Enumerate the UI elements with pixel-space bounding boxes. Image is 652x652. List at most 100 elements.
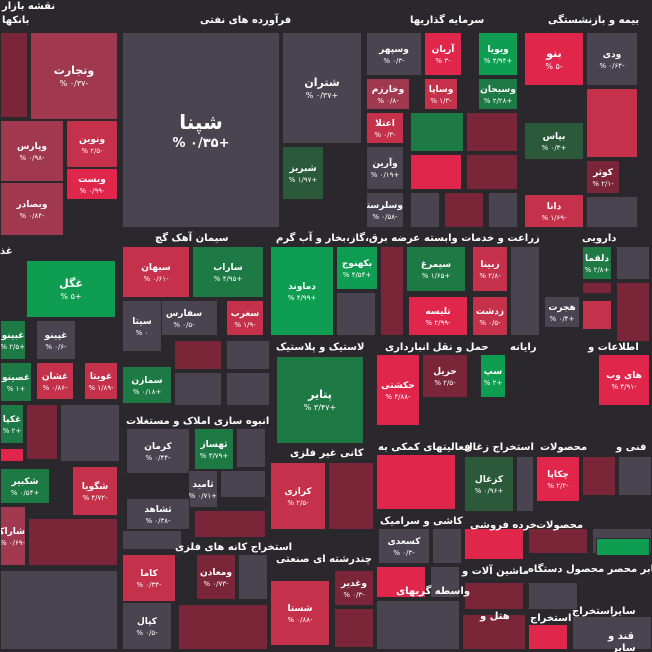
stock-tile[interactable] [516,456,534,512]
stock-tile[interactable]: کرازی -۲/۵ % [270,462,326,530]
stock-tile[interactable]: وغدیر -۰/۳ % [334,570,374,606]
stock-tile[interactable] [60,404,120,462]
stock-tile[interactable]: شگویا -۴/۷۲ % [72,466,118,516]
stock-tile[interactable] [466,112,518,152]
stock-tile[interactable] [0,570,118,650]
stock-tile[interactable] [410,192,440,228]
stock-tile[interactable]: بنو -۵ % [524,32,584,86]
stock-tile[interactable]: اعتلا -۰/۳ % [366,112,404,144]
stock-tile[interactable]: ثشاهد -۰/۳۸ % [126,498,190,530]
stock-tile[interactable]: زدشت -۰/۵ % [472,296,508,336]
stock-tile[interactable] [432,528,462,564]
stock-tile[interactable]: وپارس -۰/۹۸ % [0,120,64,182]
stock-tile[interactable]: های وب -۴/۹۱ % [598,354,650,406]
stock-tile[interactable] [174,372,222,406]
stock-tile[interactable]: کسعدی -۰/۳ % [378,528,430,564]
stock-tile[interactable]: کپال -۰/۵ % [122,602,172,650]
stock-tile[interactable]: کزغال +۰/۹۶ % [464,456,514,512]
stock-tile[interactable]: وبصادر -۰/۸۴ % [0,182,64,236]
stock-tile[interactable]: حریل -۲/۵ % [422,354,468,398]
stock-tile[interactable]: ثهساز +۳/۷۹ % [194,428,234,470]
stock-tile[interactable]: وسپهر -۰/۳ % [366,32,422,76]
stock-tile[interactable]: ویویا +۴/۹۴ % [478,32,518,76]
stock-tile[interactable] [464,528,524,560]
stock-tile[interactable] [380,246,404,336]
stock-tile[interactable]: سیتا ۰ % [122,300,162,352]
stock-tile[interactable]: سیمرغ +۱/۶۵ % [406,246,466,292]
stock-tile[interactable] [410,112,464,152]
stock-tile[interactable] [618,456,652,496]
stock-tile[interactable]: هجرت +۰/۴ % [544,296,580,328]
stock-tile[interactable]: ونوین -۲/۵ % [66,120,118,168]
stock-tile[interactable] [122,530,182,550]
stock-tile[interactable] [528,582,578,610]
stock-tile[interactable]: وبست -۰/۹۹ % [66,168,118,200]
stock-tile[interactable]: غصینو +۱ % [0,362,32,402]
stock-tile[interactable] [236,428,266,468]
stock-tile[interactable]: شبریز +۱/۹۷ % [282,146,324,200]
stock-tile[interactable]: دماوند +۴/۹۹ % [270,246,334,336]
stock-tile[interactable] [238,554,268,600]
stock-tile[interactable]: زبینا -۲/۸ % [472,246,508,292]
stock-tile[interactable]: غویتا -۱/۸۹ % [84,362,118,400]
stock-tile[interactable]: کوثر -۲/۱ % [586,160,620,194]
stock-tile[interactable]: شپنا +۰/۳۵ % [122,32,280,228]
stock-tile[interactable] [336,292,376,336]
stock-tile[interactable] [0,32,28,118]
stock-tile[interactable] [376,600,460,650]
stock-tile[interactable]: سمازن +۰/۱۸ % [122,366,172,404]
stock-tile[interactable] [28,518,118,566]
stock-tile[interactable]: سپ +۲ % [480,354,506,398]
stock-tile[interactable]: غگل +۵ % [26,260,116,318]
stock-tile[interactable]: دانا -۱/۶۹ % [524,194,584,228]
stock-tile[interactable]: وخارزم -۰/۸ % [366,78,410,110]
stock-tile[interactable]: شستا -۰/۸۸ % [270,580,330,646]
stock-tile[interactable] [0,448,24,462]
stock-tile[interactable] [586,88,638,158]
stock-tile[interactable]: شکبیر +۰/۵۴ % [0,468,50,504]
stock-tile[interactable] [596,538,650,556]
stock-tile[interactable] [334,608,374,648]
stock-tile[interactable]: وسبحان +۲/۲۸ % [478,78,518,110]
stock-tile[interactable] [488,192,518,228]
stock-tile[interactable]: وسلرستا -۰/۵۸ % [366,192,404,228]
stock-tile[interactable]: غبینو +۲/۵ % [0,320,26,360]
stock-tile[interactable] [444,192,484,228]
stock-tile[interactable]: کاما -۰/۳۴ % [122,554,176,602]
stock-tile[interactable] [226,372,270,406]
stock-tile[interactable]: ساراب +۴/۹۵ % [192,246,264,298]
stock-tile[interactable] [26,404,58,460]
stock-tile[interactable] [464,582,524,610]
stock-tile[interactable] [616,246,650,280]
stock-tile[interactable]: ثامید +۰/۷۱ % [188,470,218,508]
stock-tile[interactable]: غکپا +۲ % [0,404,24,444]
stock-tile[interactable] [582,456,616,496]
stock-tile[interactable] [466,154,518,190]
stock-tile[interactable] [178,604,268,650]
stock-tile[interactable] [174,340,222,370]
stock-tile[interactable] [376,454,456,510]
stock-tile[interactable]: دلقما +۲/۸ % [582,246,612,280]
stock-tile[interactable] [376,566,426,598]
stock-tile[interactable] [582,282,612,294]
stock-tile[interactable] [586,196,638,228]
stock-tile[interactable]: آریان -۳ % [424,32,462,76]
stock-tile[interactable]: حکشتی -۴/۸۸ % [376,354,420,426]
stock-tile[interactable] [410,154,462,190]
stock-tile[interactable]: سبهان -۰/۶۱ % [122,246,190,298]
stock-tile[interactable]: پتایر +۳/۴۷ % [276,356,364,444]
stock-tile[interactable] [194,510,266,538]
stock-tile[interactable]: بکهنوج +۴/۵۴ % [336,246,378,290]
stock-tile[interactable] [462,614,526,650]
stock-tile[interactable]: وتجارت -۰/۳۷ % [30,32,118,120]
stock-tile[interactable]: شتران +۰/۳۷ % [282,32,362,144]
stock-tile[interactable] [430,566,460,598]
stock-tile[interactable] [510,246,540,336]
stock-tile[interactable]: بپاس +۰/۳ % [524,122,584,160]
stock-tile[interactable] [328,462,374,530]
stock-tile[interactable] [226,340,270,370]
stock-tile[interactable]: تلیسه -۲/۹۹ % [408,296,468,336]
stock-tile[interactable] [616,282,650,342]
stock-tile[interactable] [220,470,266,498]
stock-tile[interactable]: کرمان -۰/۴۴ % [126,428,190,474]
